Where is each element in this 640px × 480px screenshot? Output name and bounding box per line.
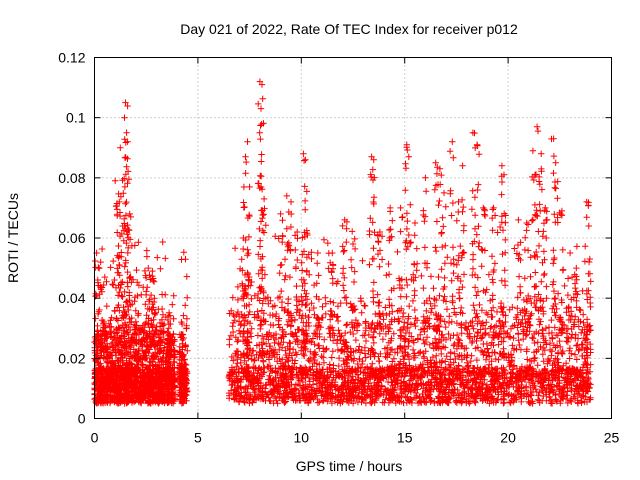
roti-points xyxy=(91,78,594,407)
x-tick-label: 20 xyxy=(500,430,516,446)
y-tick-label: 0.02 xyxy=(58,350,85,366)
y-tick-label: 0.1 xyxy=(66,110,86,126)
x-tick-label: 25 xyxy=(604,430,620,446)
chart-title: Day 021 of 2022, Rate Of TEC Index for r… xyxy=(180,21,518,37)
y-tick-label: 0.06 xyxy=(58,230,85,246)
y-axis-ticks: 0 0.02 0.04 0.06 0.08 0.1 0.12 xyxy=(58,50,612,427)
x-tick-label: 10 xyxy=(294,430,310,446)
data-points xyxy=(91,78,594,407)
y-tick-label: 0.08 xyxy=(58,170,85,186)
x-axis-ticks: 0 5 10 15 20 25 xyxy=(91,57,620,446)
x-tick-label: 5 xyxy=(194,430,202,446)
y-axis-label: ROTI / TECUs xyxy=(5,193,21,283)
y-tick-label: 0.12 xyxy=(58,50,85,66)
x-tick-label: 15 xyxy=(397,430,413,446)
grid-lines xyxy=(94,57,612,419)
y-tick-label: 0 xyxy=(78,411,86,427)
x-axis-label: GPS time / hours xyxy=(296,458,403,474)
x-tick-label: 0 xyxy=(91,430,99,446)
y-tick-label: 0.04 xyxy=(58,290,85,306)
